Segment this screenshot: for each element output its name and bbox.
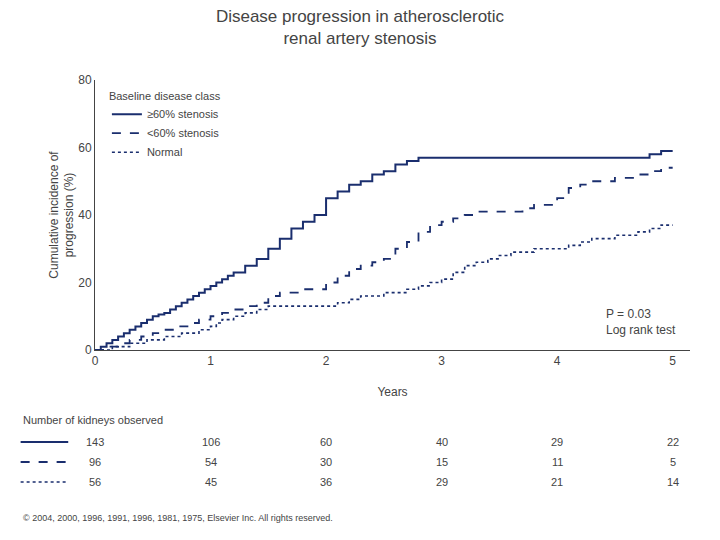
svg-text:4: 4: [554, 354, 561, 368]
svg-text:Number of kidneys observed: Number of kidneys observed: [23, 414, 163, 426]
svg-text:14: 14: [667, 476, 679, 488]
svg-text:P = 0.03Log rank test: P = 0.03Log rank test: [606, 307, 676, 337]
svg-text:36: 36: [320, 476, 332, 488]
svg-text:29: 29: [551, 436, 563, 448]
svg-text:20: 20: [78, 276, 92, 290]
svg-text:106: 106: [202, 436, 220, 448]
svg-text:22: 22: [667, 436, 679, 448]
svg-text:Disease progression in atheros: Disease progression in atheroscleroticre…: [216, 7, 505, 48]
svg-text:11: 11: [552, 456, 563, 468]
svg-text:56: 56: [89, 476, 101, 488]
svg-text:40: 40: [436, 436, 448, 448]
svg-text:2: 2: [323, 354, 330, 368]
svg-text:1: 1: [207, 354, 214, 368]
svg-text:15: 15: [436, 456, 448, 468]
svg-text:5: 5: [669, 354, 676, 368]
svg-text:0: 0: [85, 343, 92, 357]
svg-text:80: 80: [78, 73, 92, 87]
svg-text:60: 60: [78, 141, 92, 155]
svg-text:5: 5: [670, 456, 676, 468]
svg-text:60: 60: [320, 436, 332, 448]
svg-text:Normal: Normal: [147, 146, 182, 158]
svg-text:29: 29: [436, 476, 448, 488]
svg-text:45: 45: [205, 476, 217, 488]
svg-text:0: 0: [92, 354, 99, 368]
svg-text:40: 40: [78, 208, 92, 222]
svg-text:21: 21: [551, 476, 563, 488]
svg-text:Cumulative incidence ofprogres: Cumulative incidence ofprogression (%): [47, 151, 77, 279]
svg-text:© 2004, 2000, 1996, 1991, 1996: © 2004, 2000, 1996, 1991, 1996, 1981, 19…: [23, 513, 333, 523]
svg-text:<60% stenosis: <60% stenosis: [147, 127, 219, 139]
svg-text:≥60% stenosis: ≥60% stenosis: [147, 108, 219, 120]
svg-text:Baseline disease class: Baseline disease class: [109, 90, 221, 102]
svg-text:54: 54: [205, 456, 217, 468]
svg-text:143: 143: [86, 436, 104, 448]
svg-text:Years: Years: [377, 385, 407, 399]
svg-text:30: 30: [320, 456, 332, 468]
svg-text:3: 3: [438, 354, 445, 368]
svg-text:96: 96: [89, 456, 101, 468]
